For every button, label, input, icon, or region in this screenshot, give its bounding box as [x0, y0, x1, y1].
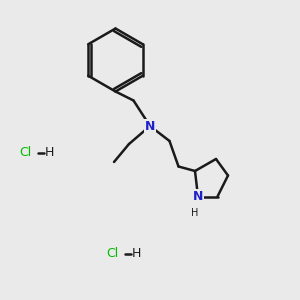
- Text: H: H: [45, 146, 54, 160]
- Text: N: N: [193, 190, 203, 203]
- Text: Cl: Cl: [20, 146, 32, 160]
- Text: H: H: [191, 208, 198, 218]
- Text: Cl: Cl: [106, 247, 119, 260]
- Text: H: H: [132, 247, 141, 260]
- Text: N: N: [145, 119, 155, 133]
